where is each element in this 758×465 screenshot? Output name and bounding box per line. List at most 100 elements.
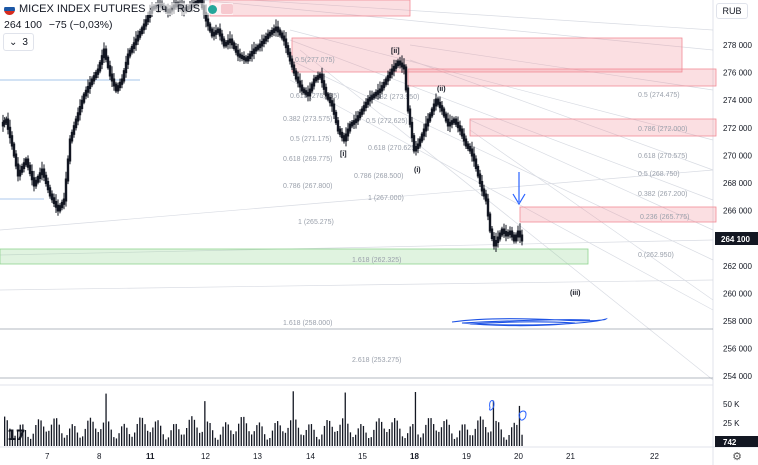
- symbol-title[interactable]: MICEX INDEX FUTURES · 1ч · RUS: [19, 3, 201, 15]
- candle-body: [232, 42, 236, 49]
- candle-body: [336, 120, 340, 132]
- volume-bar: [498, 422, 500, 446]
- volume-bar: [82, 436, 84, 446]
- volume-bar: [277, 421, 279, 446]
- candle-body: [500, 228, 504, 236]
- candle-body: [44, 174, 48, 184]
- fib-label: 0.618 (270.575): [638, 153, 687, 160]
- volume-bar: [32, 433, 34, 446]
- volume-bar: [365, 432, 367, 446]
- volume-bar: [37, 419, 40, 446]
- wave-label: (ii): [437, 86, 446, 93]
- tradingview-logo[interactable]: 17: [7, 428, 26, 444]
- volume-bar: [71, 424, 73, 446]
- candle-body: [8, 126, 12, 139]
- volume-bar: [6, 420, 8, 446]
- russia-flag-icon: [4, 3, 15, 15]
- volume-bar: [30, 438, 32, 446]
- volume-bar: [446, 419, 448, 446]
- volume-bar: [303, 435, 305, 446]
- current-price-label: 264 100: [721, 235, 750, 244]
- candle-body: [412, 135, 416, 152]
- candle-body: [468, 146, 472, 152]
- volume-bar: [316, 436, 318, 446]
- volume-bar: [360, 424, 362, 446]
- time-tick-label: 22: [650, 452, 659, 461]
- volume-bar: [165, 439, 167, 446]
- candle-body: [16, 163, 20, 177]
- candle-body: [508, 230, 512, 235]
- candle-body: [302, 88, 306, 94]
- volume-bar: [482, 419, 484, 446]
- supply-demand-zone: [407, 68, 717, 87]
- wave-label: (iii): [570, 290, 581, 297]
- supply-demand-zone: [469, 118, 717, 137]
- candle-body: [6, 118, 10, 130]
- candle-body: [392, 65, 396, 72]
- volume-bar: [433, 424, 435, 446]
- candle-body: [370, 95, 374, 100]
- candle-body: [224, 41, 228, 47]
- candle-body: [520, 234, 524, 242]
- candle-body: [60, 201, 64, 209]
- candle-body: [348, 123, 352, 132]
- volume-bar: [466, 429, 469, 446]
- indicators-toggle[interactable]: ⌄ 3: [3, 33, 34, 51]
- volume-bar: [357, 428, 359, 446]
- current-volume-badge: [715, 436, 758, 447]
- time-tick-label: 20: [514, 452, 523, 461]
- wave-label: [ii]: [391, 48, 400, 55]
- volume-bar: [308, 424, 310, 446]
- candle-body: [264, 36, 268, 42]
- volume-bar: [414, 392, 417, 446]
- symbol-header[interactable]: MICEX INDEX FUTURES · 1ч · RUS: [4, 3, 234, 15]
- candle-body: [410, 121, 414, 139]
- candle-body: [56, 204, 60, 212]
- currency-button[interactable]: RUB: [716, 3, 748, 19]
- fib-label: 0.(262.950): [638, 252, 674, 259]
- candle-body: [280, 32, 284, 39]
- volume-bar: [477, 420, 479, 446]
- candle-body: [516, 230, 520, 238]
- current-price-badge: [715, 232, 758, 245]
- candle-body: [472, 153, 476, 162]
- candle-body: [284, 38, 288, 49]
- candle-body: [320, 73, 324, 84]
- volume-bar: [245, 423, 248, 446]
- scribble-annotation: [451, 318, 607, 327]
- candle-body: [398, 60, 402, 66]
- candle-body: [458, 125, 462, 132]
- price-tick-label: 254 000: [723, 372, 752, 381]
- candle-body: [452, 118, 456, 124]
- volume-bar: [141, 417, 144, 446]
- fib-labels: 0.5(277.075) 0.618 (275.135) 0.382 (273.57…: [283, 57, 689, 364]
- volume-bar: [27, 436, 29, 446]
- volume-bar: [110, 429, 112, 446]
- volume-bar: [313, 429, 315, 446]
- candle-body: [114, 83, 118, 92]
- candle-body: [34, 179, 38, 187]
- candle-body: [246, 56, 250, 62]
- volume-bar: [401, 436, 404, 446]
- candle-body: [426, 118, 430, 127]
- candle-body: [292, 64, 296, 74]
- candle-body: [498, 232, 502, 240]
- volume-bar: [43, 426, 45, 446]
- candle-body: [314, 76, 318, 82]
- volume-bar: [425, 424, 427, 446]
- volume-bar: [206, 421, 209, 446]
- volume-bar: [318, 439, 320, 446]
- candle-body: [492, 236, 496, 247]
- volume-bar: [126, 427, 128, 446]
- volume-bar: [92, 421, 94, 446]
- candle-body: [512, 234, 516, 242]
- volume-bar: [11, 435, 14, 446]
- candle-body: [40, 168, 44, 176]
- volume-bar: [347, 423, 349, 446]
- candle-body: [394, 63, 398, 69]
- volume-bar: [24, 430, 27, 446]
- gear-icon[interactable]: ⚙: [732, 450, 742, 463]
- fan-line: [0, 239, 714, 256]
